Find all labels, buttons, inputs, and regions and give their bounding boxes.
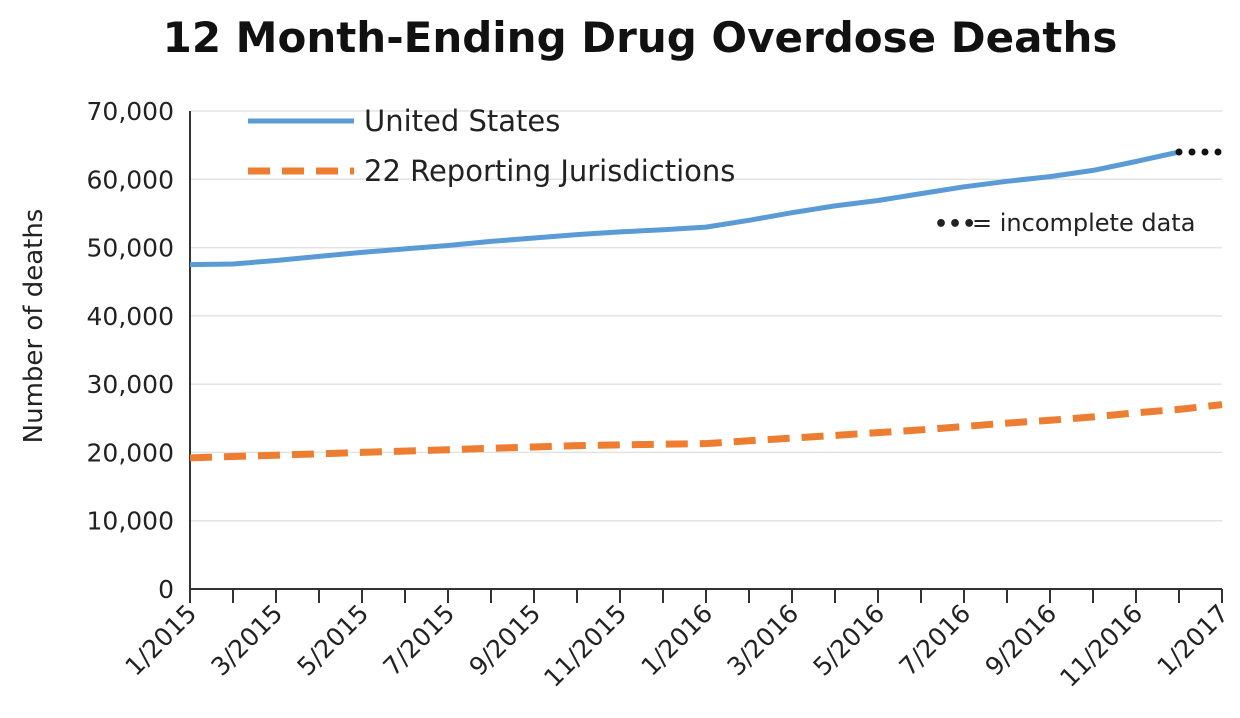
legend: United States 22 Reporting Jurisdictions [248,104,735,188]
x-tick-label: 11/2016 [1054,599,1148,693]
y-tick-label: 30,000 [87,370,174,399]
chart-title: 12 Month-Ending Drug Overdose Deaths [163,13,1118,62]
y-tick-label: 0 [158,575,174,604]
y-axis-label: Number of deaths [19,209,49,444]
y-tick-label: 50,000 [87,234,174,263]
y-tick-label: 40,000 [87,302,174,331]
y-tick-label: 60,000 [87,165,174,194]
x-tick-label: 7/2016 [894,599,977,682]
legend-label-0: United States [364,104,560,138]
x-tick-label: 5/2015 [292,599,375,682]
series-line-1 [190,405,1222,458]
y-tick-label: 10,000 [87,507,174,536]
x-tick-label: 9/2016 [980,599,1063,682]
x-tick-label: 1/2017 [1152,599,1235,682]
incomplete-data-note-symbol: ••• [934,212,976,237]
x-tick-label: 1/2015 [120,599,203,682]
incomplete-data-note-text: = incomplete data [972,209,1195,237]
y-tick-label: 20,000 [87,438,174,467]
y-axis-ticks: 0 10,000 20,000 30,000 40,000 50,000 60,000 70,… [87,97,174,604]
x-tick-label: 1/2016 [636,599,719,682]
x-tick-label: 7/2015 [378,599,461,682]
x-tick-label: 11/2015 [538,599,632,693]
y-tick-label: 70,000 [87,97,174,126]
x-tick-label: 3/2016 [722,599,805,682]
x-tick-label: 9/2015 [464,599,547,682]
incomplete-data-note: ••• = incomplete data [934,209,1195,237]
series-layer [190,152,1222,458]
x-tick-label: 3/2015 [206,599,289,682]
x-tick-label: 5/2016 [808,599,891,682]
legend-label-1: 22 Reporting Jurisdictions [364,154,735,188]
